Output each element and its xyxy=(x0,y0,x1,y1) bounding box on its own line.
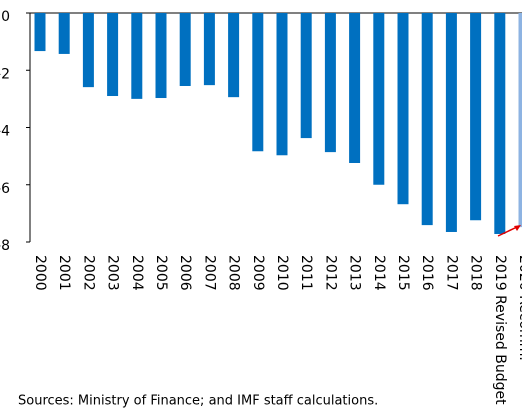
bar xyxy=(203,13,215,86)
bar xyxy=(34,13,46,52)
x-tick-label: 2016 xyxy=(419,255,435,291)
x-tick-label: 2020 Recomm. xyxy=(516,255,522,361)
x-tick-label: 2019 Revised Budget xyxy=(492,255,508,405)
x-tick-label: 2004 xyxy=(129,255,145,291)
y-tick-label: -8 xyxy=(0,238,10,254)
x-tick-label: 2006 xyxy=(177,255,193,291)
x-tick-label: 2008 xyxy=(226,255,242,291)
x-tick-label: 2003 xyxy=(105,255,121,291)
y-tick-label: -4 xyxy=(0,124,10,140)
x-tick-label: 2012 xyxy=(322,255,338,291)
x-tick-label: 2013 xyxy=(347,255,363,291)
x-tick-label: 2015 xyxy=(395,255,411,291)
x-tick-label: 2001 xyxy=(56,255,72,291)
y-tick-label: -2 xyxy=(0,66,10,82)
x-tick-label: 2007 xyxy=(201,255,217,291)
x-tick-label: 2011 xyxy=(298,255,314,291)
arrow-head xyxy=(514,225,521,231)
y-tick-label: 0 xyxy=(1,9,10,25)
bar xyxy=(373,13,385,185)
bar xyxy=(445,13,457,232)
x-tick-label: 2002 xyxy=(80,255,96,291)
bar xyxy=(324,13,336,153)
bar xyxy=(470,13,482,221)
bar xyxy=(421,13,433,226)
x-tick-label: 2009 xyxy=(250,255,266,291)
x-tick-label: 2018 xyxy=(468,255,484,291)
arrow xyxy=(497,226,518,237)
source-note: Sources: Ministry of Finance; and IMF st… xyxy=(18,394,378,409)
x-tick-label: 2014 xyxy=(371,255,387,291)
bar xyxy=(107,13,119,97)
bar xyxy=(155,13,167,99)
x-tick-label: 2000 xyxy=(32,255,48,291)
bar xyxy=(179,13,191,86)
bar xyxy=(131,13,143,99)
bar xyxy=(494,13,506,234)
bar xyxy=(276,13,288,156)
x-tick-label: 2010 xyxy=(274,255,290,291)
x-tick-label: 2017 xyxy=(443,255,459,291)
bar xyxy=(397,13,409,205)
bar xyxy=(252,13,264,152)
y-tick-label: -6 xyxy=(0,181,10,197)
bar xyxy=(349,13,361,163)
bar xyxy=(82,13,94,88)
bar xyxy=(58,13,70,54)
bar xyxy=(300,13,312,139)
bar xyxy=(228,13,240,98)
x-tick-label: 2005 xyxy=(153,255,169,291)
bar xyxy=(518,13,522,228)
